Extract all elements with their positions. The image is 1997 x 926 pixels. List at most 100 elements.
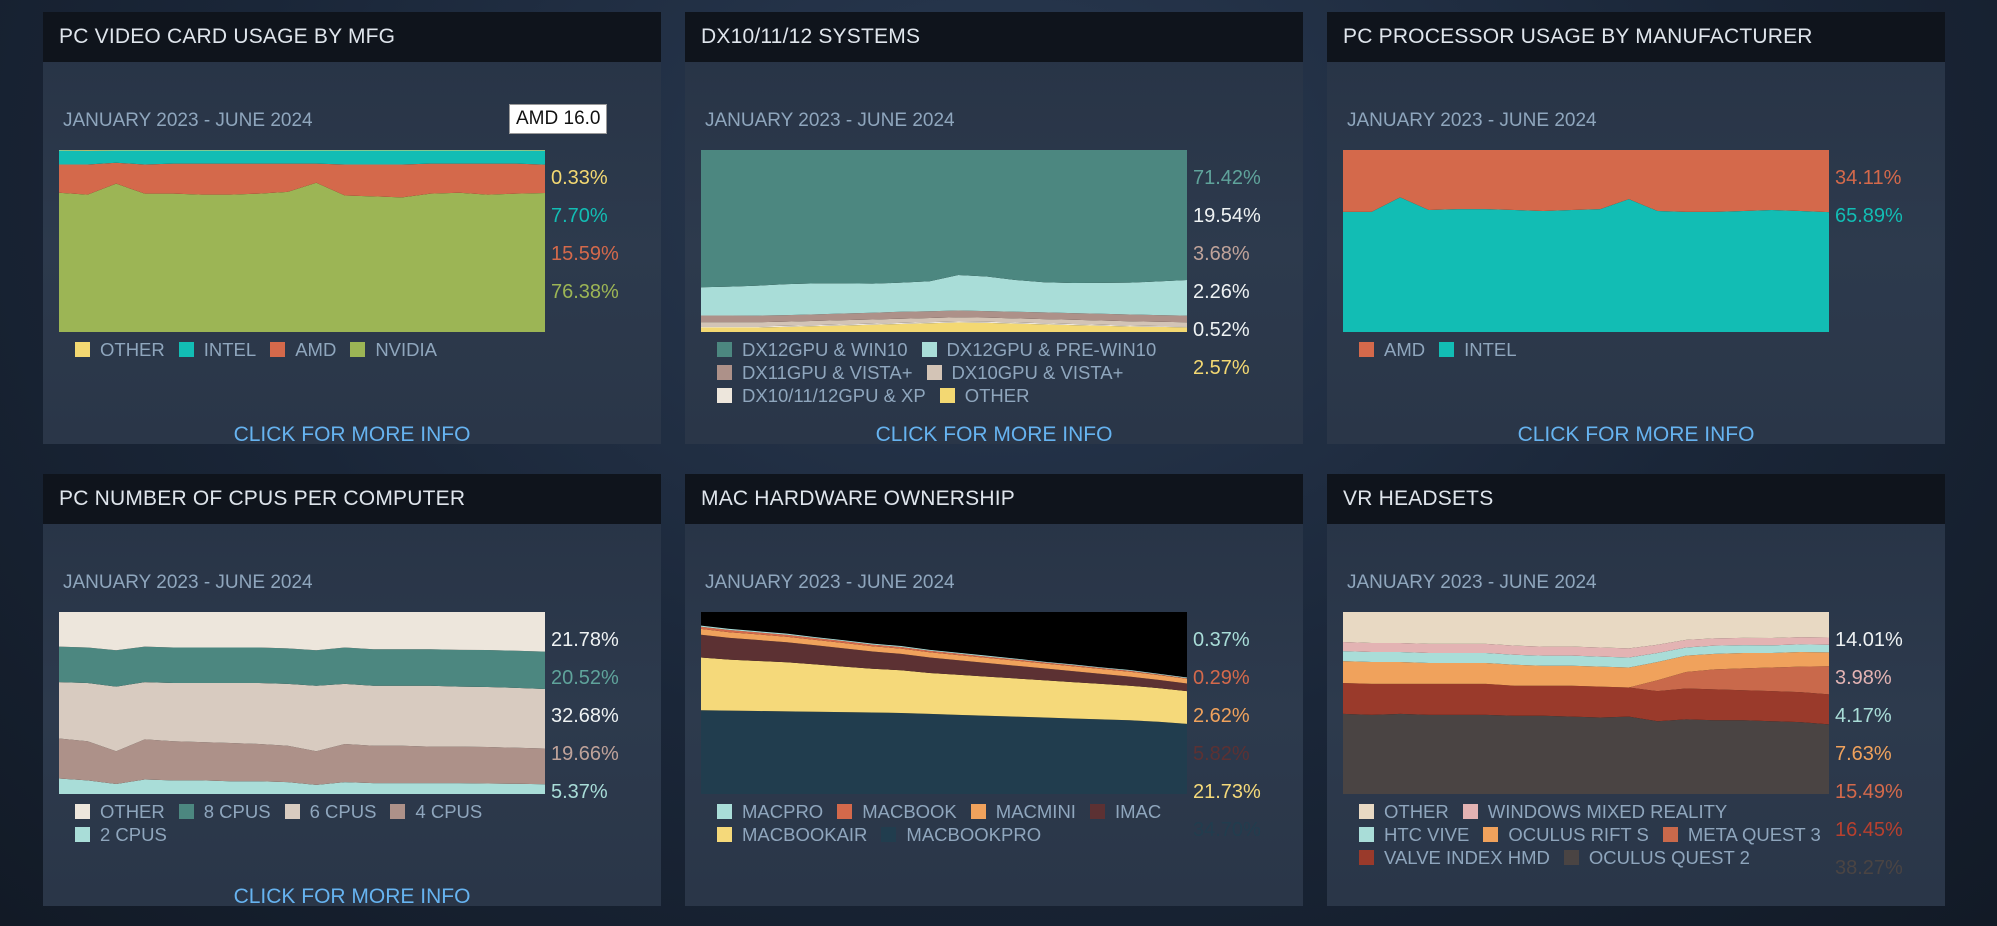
- area-series-other[interactable]: [59, 150, 545, 151]
- area-series-intel[interactable]: [59, 150, 545, 165]
- legend-item-valve-index-hmd: VALVE INDEX HMD: [1359, 846, 1550, 869]
- area-series-imac[interactable]: [701, 634, 1187, 692]
- area-series-htc-vive[interactable]: [1343, 644, 1829, 668]
- area-series-dx11gpu-vista[interactable]: [701, 310, 1187, 323]
- legend-item-htc-vive: HTC VIVE: [1359, 823, 1469, 846]
- area-series-other[interactable]: [59, 612, 545, 652]
- area-series-amd[interactable]: [59, 162, 545, 198]
- legend-item-macbookpro: MACBOOKPRO: [881, 823, 1041, 846]
- area-series-nvidia[interactable]: [59, 182, 545, 332]
- percent-label: 2.57%: [1193, 357, 1250, 379]
- legend-item-8-cpus: 8 CPUS: [178, 800, 271, 823]
- legend-swatch: [837, 804, 853, 819]
- area-series-other[interactable]: [701, 322, 1187, 332]
- legend-item-2-cpus: 2 CPUS: [75, 823, 167, 846]
- area-series-2-cpus[interactable]: [59, 778, 545, 794]
- area-series-other[interactable]: [1343, 612, 1829, 649]
- chart-legend: OTHER 8 CPUS 6 CPUS 4 CPUS 2 CPUS: [75, 800, 575, 846]
- legend-label: DX12GPU & PRE-WIN10: [946, 339, 1157, 360]
- legend-item-6-cpus: 6 CPUS: [284, 800, 376, 823]
- legend-item-nvidia: NVIDIA: [350, 338, 437, 361]
- legend-swatch: [1662, 827, 1678, 842]
- area-series-dx12gpu-win10[interactable]: [701, 150, 1187, 288]
- percent-list: 21.78% 20.52% 32.68% 19.66% 5.37%: [551, 628, 619, 818]
- more-info-link[interactable]: CLICK FOR MORE INFO: [233, 885, 471, 906]
- percent-label: 20.52%: [551, 667, 619, 689]
- area-series-dx10-11-12gpu-xp[interactable]: [701, 321, 1187, 328]
- legend-swatch: [717, 827, 732, 842]
- panel-title: PC VIDEO CARD USAGE BY MFG: [43, 12, 661, 62]
- area-series-dx12gpu-pre-win10[interactable]: [701, 275, 1187, 316]
- stacked-area-chart[interactable]: [701, 150, 1187, 332]
- area-series-dx10gpu-vista[interactable]: [701, 317, 1187, 327]
- legend-item-dx11gpu-vista: DX11GPU & VISTA+: [717, 361, 913, 384]
- area-series-macbookpro[interactable]: [701, 710, 1187, 794]
- percent-label: 34.11%: [1835, 167, 1902, 189]
- legend-swatch: [1439, 342, 1455, 357]
- date-range: JANUARY 2023 - JUNE 2024: [1347, 110, 1597, 131]
- legend-item-other: OTHER: [75, 800, 165, 823]
- panel-cpus-per-computer: PC NUMBER OF CPUS PER COMPUTER JANUARY 2…: [43, 474, 661, 906]
- percent-label: 0.29%: [1193, 667, 1250, 689]
- legend-label: OTHER: [1384, 801, 1449, 822]
- stacked-area-chart[interactable]: [59, 150, 545, 332]
- legend-item-oculus-quest-2: OCULUS QUEST 2: [1563, 846, 1750, 869]
- legend-swatch: [970, 804, 986, 819]
- area-series-6-cpus[interactable]: [59, 682, 545, 752]
- more-info-link[interactable]: CLICK FOR MORE INFO: [1517, 423, 1755, 444]
- legend-label: IMAC: [1114, 801, 1162, 822]
- date-range: JANUARY 2023 - JUNE 2024: [63, 110, 313, 131]
- stacked-area-chart[interactable]: [701, 612, 1187, 794]
- legend-label: MACBOOK: [862, 801, 957, 822]
- percent-label: 0.52%: [1193, 319, 1250, 341]
- area-series-valve-index-hmd[interactable]: [1343, 682, 1829, 725]
- legend-label: 2 CPUS: [100, 824, 167, 845]
- more-info-link[interactable]: CLICK FOR MORE INFO: [233, 423, 471, 444]
- legend-item-macbook: MACBOOK: [837, 800, 957, 823]
- area-series-oculus-quest-2[interactable]: [1343, 713, 1829, 794]
- percent-label: 3.68%: [1193, 243, 1250, 265]
- legend-swatch: [921, 342, 937, 357]
- legend-swatch: [1483, 827, 1499, 842]
- legend-swatch: [717, 342, 732, 357]
- area-series-macpro[interactable]: [701, 625, 1187, 679]
- percent-label: 76.38%: [551, 281, 619, 303]
- area-series-oculus-rift-s[interactable]: [1343, 652, 1829, 688]
- legend-label: OTHER: [100, 339, 165, 360]
- area-series-macmini[interactable]: [701, 628, 1187, 684]
- legend-label: INTEL: [203, 339, 257, 360]
- area-series-4-cpus[interactable]: [59, 738, 545, 785]
- stacked-area-chart[interactable]: [59, 612, 545, 794]
- legend-swatch: [1089, 804, 1105, 819]
- area-series-meta-quest-3[interactable]: [1343, 666, 1829, 695]
- stacked-area-chart[interactable]: [1343, 612, 1829, 794]
- panel-vr-headsets: VR HEADSETS JANUARY 2023 - JUNE 2024 14.…: [1327, 474, 1945, 906]
- area-series-macbookair[interactable]: [701, 657, 1187, 724]
- stacked-area-chart[interactable]: [1343, 150, 1829, 332]
- area-series-amd[interactable]: [1343, 150, 1829, 213]
- panel-processor-usage: PC PROCESSOR USAGE BY MANUFACTURER JANUA…: [1327, 12, 1945, 444]
- legend-label: MACPRO: [742, 801, 824, 822]
- legend-swatch: [75, 342, 90, 357]
- area-series-8-cpus[interactable]: [59, 646, 545, 689]
- panel-dx-systems: DX10/11/12 SYSTEMS JANUARY 2023 - JUNE 2…: [685, 12, 1303, 444]
- legend-swatch: [75, 827, 90, 842]
- legend-item-4-cpus: 4 CPUS: [390, 800, 482, 823]
- legend-item-meta-quest-3: META QUEST 3: [1662, 823, 1821, 846]
- legend-item-amd: AMD: [1359, 338, 1425, 361]
- area-series-windows-mixed-reality[interactable]: [1343, 637, 1829, 658]
- percent-label: 0.37%: [1193, 629, 1250, 651]
- legend-item-dx10-11-12gpu-xp: DX10/11/12GPU & XP: [717, 384, 926, 407]
- legend-label: DX10GPU & VISTA+: [951, 362, 1124, 383]
- area-series-intel[interactable]: [1343, 197, 1829, 332]
- percent-label: 5.82%: [1193, 743, 1250, 765]
- area-series-macbook[interactable]: [701, 626, 1187, 679]
- more-info-link[interactable]: CLICK FOR MORE INFO: [875, 423, 1113, 444]
- legend-label: MACBOOKPRO: [906, 824, 1042, 845]
- percent-label: 38.27%: [1835, 857, 1903, 879]
- legend-swatch: [881, 827, 897, 842]
- legend-label: OTHER: [964, 385, 1030, 406]
- legend-item-dx10gpu-vista: DX10GPU & VISTA+: [926, 361, 1124, 384]
- legend-item-macmini: MACMINI: [970, 800, 1076, 823]
- legend-label: MACMINI: [995, 801, 1076, 822]
